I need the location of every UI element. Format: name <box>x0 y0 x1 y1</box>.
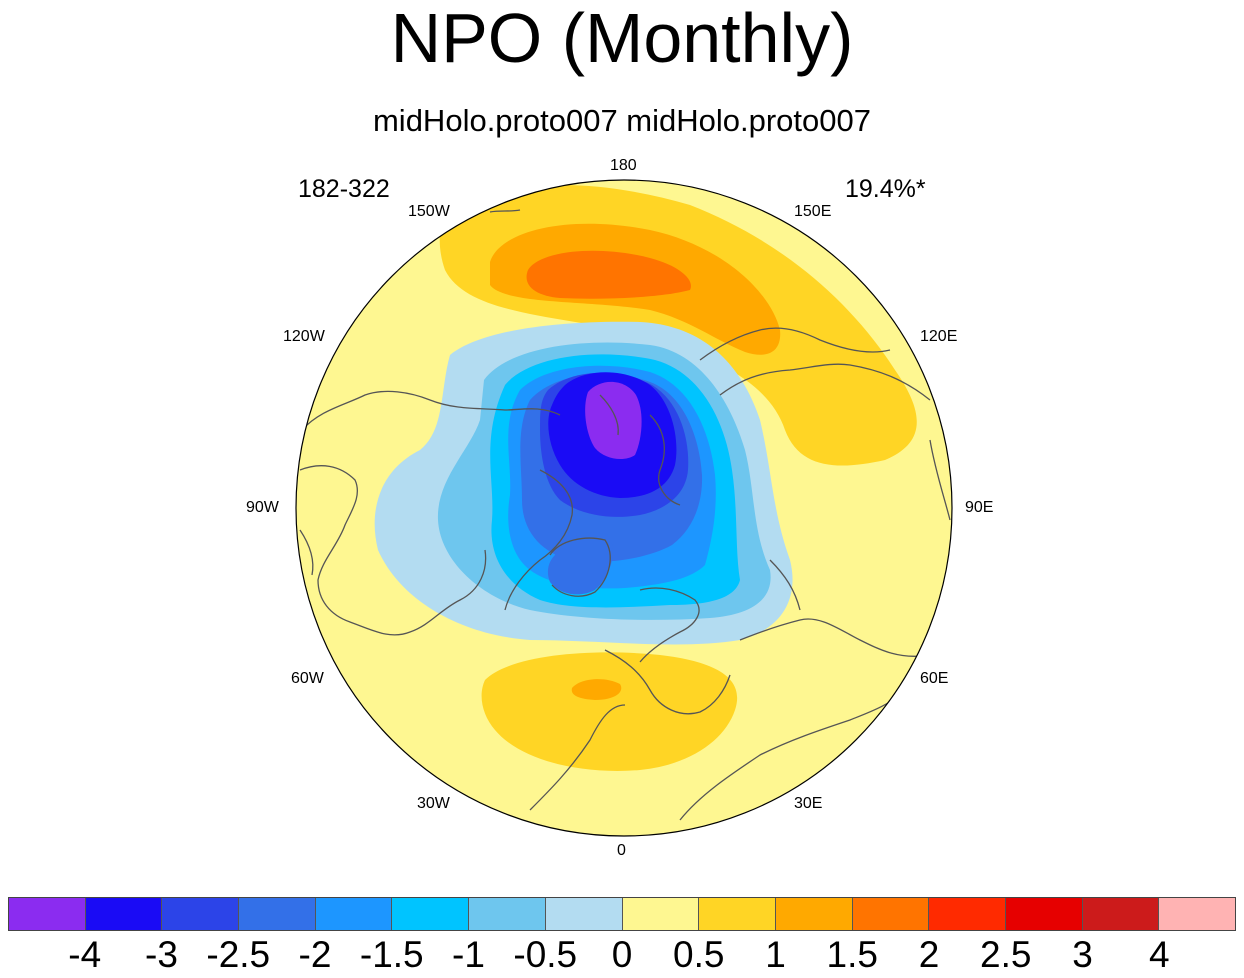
colorbar-box <box>622 898 700 930</box>
colorbar-tick-label: -4 <box>68 934 102 975</box>
colorbar-tick-label: -3 <box>145 934 178 975</box>
colorbar-tick-label: 4 <box>1148 934 1170 975</box>
colorbar-box <box>545 898 623 930</box>
colorbar-tick-label: -2.5 <box>206 934 271 975</box>
colorbar-box <box>1005 898 1083 930</box>
negative-contour-neg4 <box>585 381 642 460</box>
colorbar-tick-label: 0.5 <box>673 934 725 975</box>
lon-label-0: 0 <box>617 842 626 859</box>
map-border <box>295 179 953 837</box>
lon-label-60w: 60W <box>291 670 324 687</box>
colorbar-box <box>929 898 1006 930</box>
colorbar-box <box>775 898 853 930</box>
years-label: 182-322 <box>298 175 390 203</box>
colorbar-box <box>162 898 240 930</box>
colorbar-box <box>9 898 86 930</box>
lon-label-60e: 60E <box>920 670 949 687</box>
lon-label-150w: 150W <box>408 203 450 220</box>
lon-label-120e: 120E <box>920 328 958 345</box>
lon-label-120w: 120W <box>283 328 325 345</box>
lon-label-30e: 30E <box>794 795 823 812</box>
colorbar-box <box>85 898 163 930</box>
colorbar-tick-label: 1 <box>765 934 786 975</box>
variance-explained-label: 19.4%* <box>845 175 926 203</box>
plot-subtitle: midHolo.proto007 midHolo.proto007 <box>372 103 871 138</box>
lon-label-180: 180 <box>610 157 637 174</box>
negative-contour-greenland <box>547 532 613 595</box>
colorbar-box <box>699 898 776 930</box>
colorbar-tick-label: 1.5 <box>826 934 878 975</box>
coastlines <box>299 209 951 821</box>
contour-field <box>296 180 952 836</box>
colorbar-box <box>1159 898 1235 930</box>
lon-label-90w: 90W <box>246 499 279 516</box>
colorbar-tick-label: 2 <box>918 934 940 975</box>
colorbar-tick-label: -0.5 <box>513 934 578 975</box>
positive-contour-1-atlantic <box>571 679 622 700</box>
colorbar-tick-label: -2 <box>298 934 332 975</box>
lon-label-150e: 150E <box>794 203 832 220</box>
colorbar-tick-label: -1.5 <box>359 934 424 975</box>
colorbar-box <box>852 898 930 930</box>
lon-label-90e: 90E <box>965 499 994 516</box>
plot-title: NPO (Monthly) <box>390 0 854 77</box>
colorbar-box <box>315 898 393 930</box>
colorbar-box <box>469 898 546 930</box>
colorbar-box <box>392 898 470 930</box>
colorbar-box <box>239 898 316 930</box>
colorbar-tick-label: 2.5 <box>980 934 1032 975</box>
colorbar-tick-label: -1 <box>452 934 485 975</box>
positive-contour-1-5 <box>526 250 691 299</box>
colorbar-tick-label: 0 <box>611 934 633 975</box>
colorbar-box <box>1082 898 1160 930</box>
colorbar <box>8 897 1236 931</box>
colorbar-tick-label: 3 <box>1072 934 1093 975</box>
lon-label-30w: 30W <box>417 795 450 812</box>
